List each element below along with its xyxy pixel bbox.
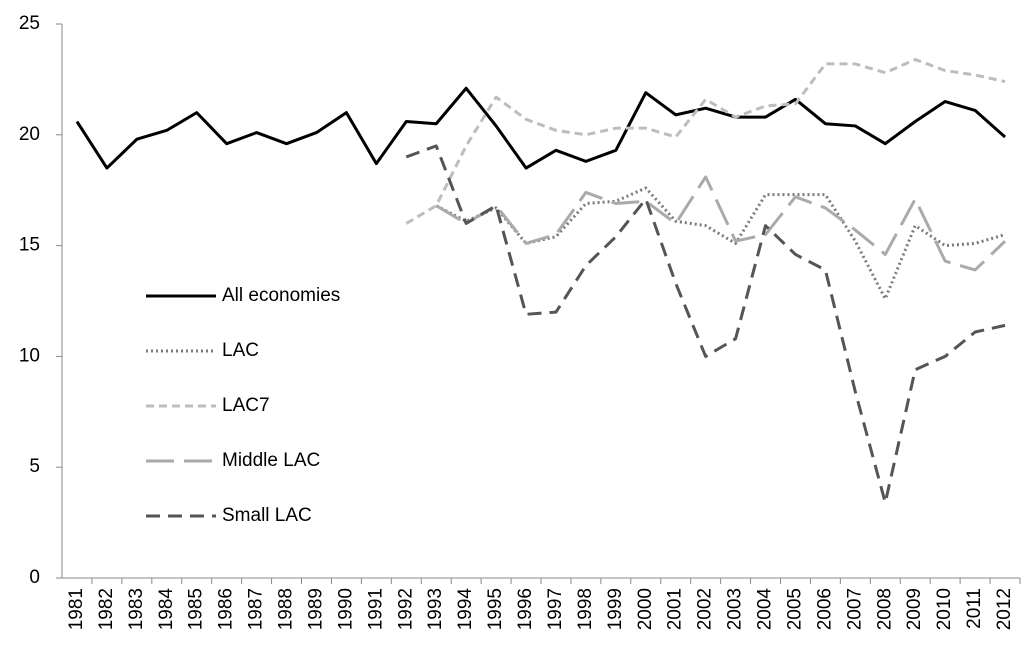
x-tick-label: 1991: [365, 588, 386, 630]
x-tick-label: 1993: [425, 588, 446, 630]
x-tick-label: 2003: [725, 588, 746, 630]
x-tick-label: 1985: [186, 588, 207, 630]
x-tick-label: 2006: [814, 588, 835, 630]
x-tick-label: 1992: [395, 588, 416, 630]
y-tick-label: 5: [29, 456, 40, 477]
x-tick-label: 2012: [994, 588, 1015, 630]
legend-label: LAC: [222, 340, 259, 361]
y-tick-label: 15: [19, 235, 40, 256]
x-tick-label: 2009: [904, 588, 925, 630]
x-tick-label: 1997: [545, 588, 566, 630]
legend-label: All economies: [222, 285, 340, 306]
x-tick-label: 1990: [335, 588, 356, 630]
x-tick-label: 1994: [455, 588, 476, 631]
x-tick-label: 1999: [605, 588, 626, 630]
x-tick-label: 2011: [964, 588, 985, 629]
x-tick-label: 1987: [246, 588, 267, 630]
y-tick-label: 0: [29, 567, 40, 588]
y-tick-label: 25: [19, 13, 40, 34]
x-tick-label: 2002: [695, 588, 716, 630]
series-line: [435, 175, 1007, 272]
legend-label: LAC7: [222, 395, 270, 416]
x-tick-label: 1989: [305, 588, 326, 630]
x-tick-label: 1982: [96, 588, 117, 630]
x-tick-label: 2000: [635, 588, 656, 630]
legend-label: Small LAC: [222, 505, 312, 526]
x-tick-label: 1983: [126, 588, 147, 630]
x-tick-label: 1988: [276, 588, 297, 630]
x-tick-label: 1984: [156, 588, 177, 631]
x-tick-label: 1986: [216, 588, 237, 630]
legend-label: Middle LAC: [222, 450, 320, 471]
x-tick-label: 1996: [515, 588, 536, 630]
x-tick-label: 2004: [755, 588, 776, 631]
x-tick-label: 2007: [844, 588, 865, 630]
series-line: [75, 86, 1007, 170]
series-line: [405, 57, 1006, 225]
x-tick-label: 1981: [66, 588, 87, 630]
x-tick-label: 2010: [934, 588, 955, 630]
x-tick-label: 1998: [575, 588, 596, 630]
x-tick-label: 2001: [665, 588, 686, 630]
series-line: [405, 144, 1006, 505]
y-tick-label: 20: [19, 124, 40, 145]
x-tick-label: 2005: [784, 588, 805, 630]
x-tick-label: 1995: [485, 588, 506, 630]
series-line: [435, 186, 1006, 301]
y-tick-label: 10: [19, 345, 40, 366]
x-tick-label: 2008: [874, 588, 895, 630]
